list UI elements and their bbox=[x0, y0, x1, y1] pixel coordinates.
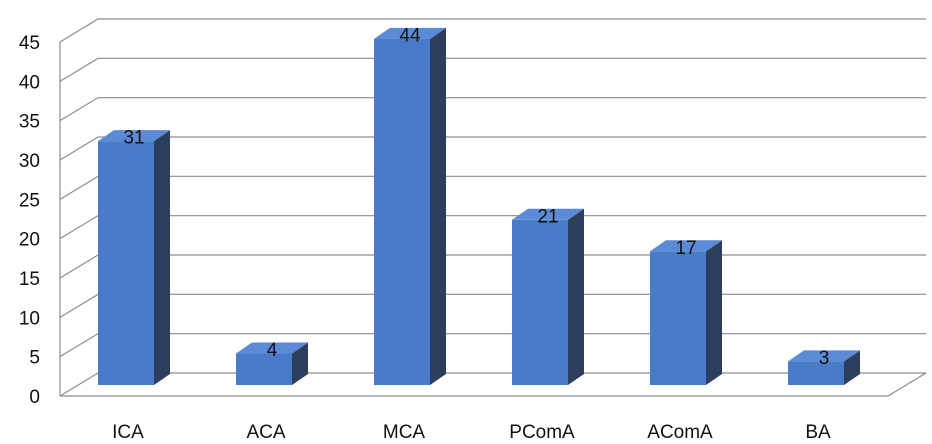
x-tick-label: AComA bbox=[647, 422, 713, 443]
grid-line bbox=[59, 175, 926, 200]
bar-top bbox=[650, 240, 722, 252]
bar-ica bbox=[98, 130, 170, 385]
bar-top bbox=[236, 342, 308, 354]
bar-aca bbox=[236, 342, 308, 385]
bar-side bbox=[430, 27, 446, 385]
data-label: 44 bbox=[399, 25, 421, 46]
bar-pcoma bbox=[512, 208, 584, 385]
x-tick-label: PComA bbox=[509, 422, 575, 443]
grid-line bbox=[59, 97, 926, 122]
bar-front bbox=[374, 38, 430, 385]
grid-line bbox=[59, 57, 926, 82]
data-label: 17 bbox=[675, 238, 696, 259]
bar-side bbox=[292, 342, 308, 385]
bar-top bbox=[788, 350, 860, 362]
bar-ba bbox=[788, 350, 860, 385]
grid-line bbox=[59, 293, 926, 318]
bar-front bbox=[788, 361, 844, 385]
y-tick-label: 5 bbox=[29, 348, 40, 369]
y-tick-label: 40 bbox=[19, 72, 40, 93]
bar-front bbox=[650, 251, 706, 385]
bar-top bbox=[98, 130, 170, 142]
bar-mca bbox=[374, 27, 446, 385]
bar-front bbox=[98, 141, 154, 385]
grid-line bbox=[59, 18, 926, 43]
x-axis-ticks: ICA ACA MCA PComA AComA BA bbox=[112, 422, 831, 443]
y-tick-label: 35 bbox=[19, 112, 40, 133]
bar-side bbox=[154, 130, 170, 385]
bar-front bbox=[236, 353, 292, 385]
grid-line bbox=[59, 136, 926, 161]
data-label: 3 bbox=[819, 348, 830, 369]
bar-acoma bbox=[650, 240, 722, 385]
bar-front bbox=[512, 219, 568, 385]
grid-line bbox=[59, 254, 926, 279]
y-axis-ticks: 0 5 10 15 20 25 30 35 40 45 bbox=[19, 33, 40, 408]
data-label: 4 bbox=[267, 340, 278, 361]
y-tick-label: 20 bbox=[19, 230, 40, 251]
data-label: 21 bbox=[537, 206, 558, 227]
y-tick-label: 0 bbox=[29, 387, 40, 408]
bar-top bbox=[374, 27, 446, 39]
grid-line bbox=[59, 333, 926, 358]
x-tick-label: BA bbox=[805, 422, 831, 443]
bars bbox=[98, 27, 860, 385]
y-tick-label: 15 bbox=[19, 269, 40, 290]
grid-line bbox=[59, 215, 926, 240]
bar-side bbox=[844, 350, 860, 385]
x-tick-label: ICA bbox=[112, 422, 144, 443]
bar-side bbox=[568, 208, 584, 385]
data-label: 31 bbox=[123, 128, 144, 149]
axes bbox=[59, 42, 927, 397]
y-tick-label: 45 bbox=[19, 33, 40, 54]
bar-side bbox=[706, 240, 722, 385]
y-tick-label: 25 bbox=[19, 190, 40, 211]
grid-lines bbox=[59, 18, 926, 397]
bar-top bbox=[512, 208, 584, 220]
x-tick-label: MCA bbox=[383, 422, 426, 443]
x-tick-label: ACA bbox=[246, 422, 285, 443]
y-tick-label: 10 bbox=[19, 308, 40, 329]
floor-right-edge bbox=[887, 372, 927, 397]
y-tick-label: 30 bbox=[19, 151, 40, 172]
